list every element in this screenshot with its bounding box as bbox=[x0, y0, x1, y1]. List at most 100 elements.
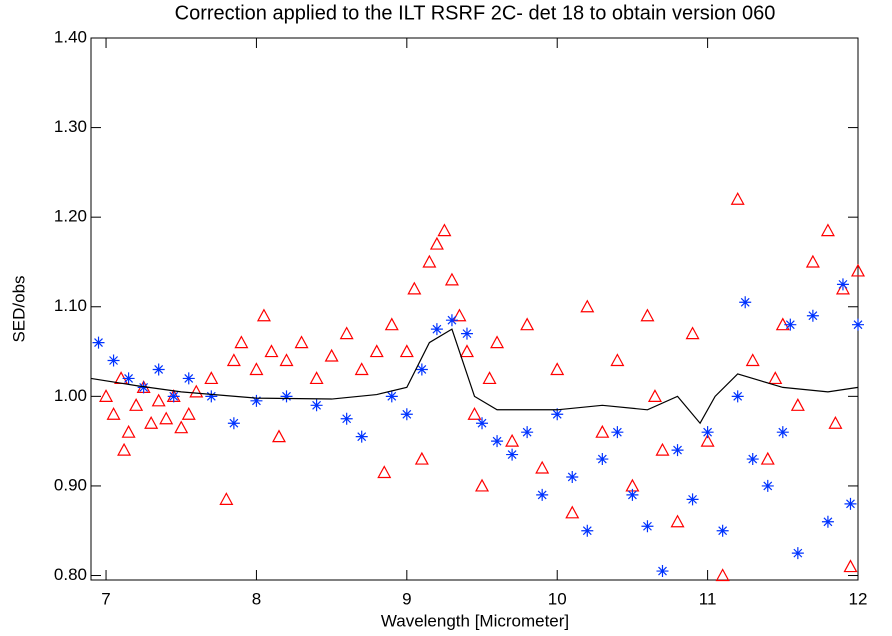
y-axis-label: SED/obs bbox=[9, 275, 28, 342]
triangle-point bbox=[204, 371, 219, 385]
triangle-point bbox=[490, 335, 505, 349]
triangle-point bbox=[256, 308, 271, 322]
chart-title: Correction applied to the ILT RSRF 2C- d… bbox=[175, 2, 776, 24]
asterisk-point bbox=[137, 381, 150, 394]
triangle-point bbox=[790, 398, 805, 411]
y-tick-label: 1.00 bbox=[54, 386, 87, 405]
triangle-point bbox=[452, 308, 467, 322]
triangle-point bbox=[715, 568, 730, 582]
asterisk-point bbox=[122, 372, 135, 385]
triangle-point bbox=[226, 353, 241, 367]
triangle-point bbox=[768, 371, 783, 385]
asterisk-point bbox=[182, 372, 195, 385]
asterisk-point bbox=[92, 336, 105, 349]
asterisk-point bbox=[445, 314, 458, 327]
triangle-point bbox=[294, 335, 309, 349]
asterisk-point bbox=[400, 408, 413, 421]
triangle-point bbox=[565, 505, 580, 519]
triangle-point bbox=[339, 326, 354, 340]
asterisk-point bbox=[476, 417, 489, 430]
triangle-point bbox=[279, 353, 294, 367]
asterisk-point bbox=[731, 390, 744, 403]
triangle-point bbox=[670, 514, 685, 528]
asterisk-point bbox=[701, 426, 714, 439]
triangle-point bbox=[475, 478, 490, 492]
y-tick-label: 1.20 bbox=[54, 207, 87, 226]
triangle-point bbox=[324, 348, 339, 362]
asterisk-point bbox=[611, 426, 624, 439]
triangle-point bbox=[850, 263, 866, 277]
triangle-point bbox=[647, 389, 662, 402]
triangle-point bbox=[820, 223, 835, 237]
asterisk-point bbox=[836, 278, 849, 291]
triangle-point bbox=[730, 192, 745, 205]
asterisk-point bbox=[626, 488, 639, 501]
triangle-point bbox=[117, 442, 132, 456]
asterisk-point bbox=[536, 488, 549, 501]
triangle-point bbox=[505, 433, 520, 447]
asterisk-point bbox=[791, 547, 804, 560]
triangle-point bbox=[144, 415, 159, 429]
asterisk-point bbox=[844, 497, 857, 510]
asterisk-point bbox=[806, 309, 819, 322]
plot-frame bbox=[90, 37, 859, 581]
triangle-point bbox=[354, 362, 369, 376]
triangle-point bbox=[429, 236, 444, 250]
triangle-point bbox=[437, 223, 452, 237]
triangle-point bbox=[580, 299, 595, 313]
triangle-point bbox=[106, 407, 121, 420]
triangle-point bbox=[407, 281, 422, 295]
y-tick-label: 0.90 bbox=[54, 475, 87, 494]
triangle-point bbox=[550, 362, 565, 376]
triangle-point bbox=[745, 353, 760, 367]
asterisk-point bbox=[761, 479, 774, 492]
asterisk-point bbox=[460, 327, 473, 340]
asterisk-point bbox=[671, 444, 684, 457]
triangle-point bbox=[99, 389, 114, 402]
triangle-point bbox=[828, 415, 843, 429]
triangle-point bbox=[459, 344, 474, 358]
asterisk-point bbox=[355, 430, 368, 443]
triangle-point bbox=[129, 398, 144, 411]
triangle-point bbox=[760, 451, 775, 465]
asterisk-point bbox=[167, 390, 180, 403]
asterisk-point bbox=[686, 493, 699, 506]
asterisk-point bbox=[415, 363, 428, 376]
triangle-point bbox=[595, 424, 610, 438]
triangle-point bbox=[271, 429, 287, 443]
x-tick-label: 11 bbox=[699, 589, 717, 608]
asterisk-point bbox=[491, 435, 504, 448]
triangle-point bbox=[384, 317, 399, 331]
triangle-point bbox=[399, 344, 414, 358]
y-tick-label: 0.80 bbox=[54, 565, 87, 584]
asterisk-point bbox=[746, 453, 759, 466]
triangle-point bbox=[309, 371, 324, 385]
triangle-point bbox=[159, 411, 174, 425]
x-tick-label: 9 bbox=[402, 589, 411, 608]
asterisk-point bbox=[280, 390, 293, 403]
asterisk-point bbox=[739, 296, 752, 309]
asterisk-point bbox=[430, 323, 443, 336]
x-tick-label: 8 bbox=[252, 589, 261, 608]
triangle-point bbox=[174, 420, 189, 434]
triangle-point bbox=[422, 254, 437, 268]
y-tick-label: 1.30 bbox=[54, 117, 87, 136]
triangle-point bbox=[805, 254, 820, 268]
asterisk-point bbox=[310, 399, 323, 412]
asterisk-point bbox=[521, 426, 534, 439]
asterisk-point bbox=[716, 524, 729, 537]
triangle-point bbox=[843, 559, 858, 573]
triangle-point bbox=[655, 442, 670, 456]
y-tick-label: 1.10 bbox=[54, 296, 87, 315]
asterisk-point bbox=[656, 565, 669, 578]
triangle-point bbox=[610, 353, 625, 367]
triangle-point bbox=[377, 465, 392, 479]
triangle-point bbox=[234, 335, 249, 349]
triangle-point bbox=[249, 362, 264, 376]
y-tick-label: 1.40 bbox=[54, 27, 87, 46]
triangle-point bbox=[700, 433, 715, 447]
asterisk-point bbox=[506, 448, 519, 461]
asterisk-point bbox=[596, 453, 609, 466]
x-axis-label: Wavelength [Micrometer] bbox=[381, 611, 569, 630]
triangle-point bbox=[369, 344, 384, 358]
